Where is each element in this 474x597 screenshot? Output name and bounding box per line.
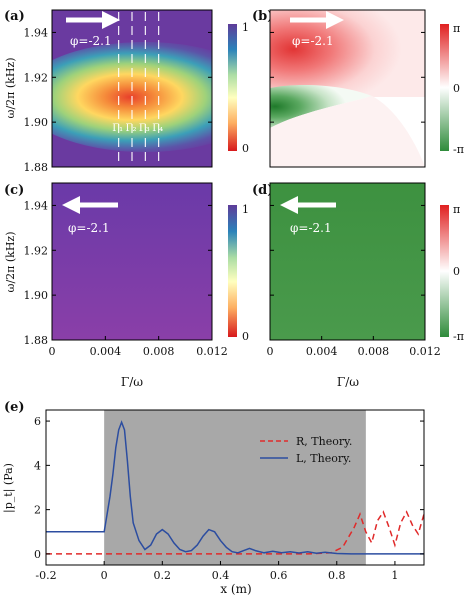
panel-d-yticks bbox=[270, 204, 425, 341]
panel-c-ytick-label: 1.90 bbox=[24, 289, 49, 302]
panel-d-frame bbox=[269, 182, 426, 341]
panel-b-heatmap bbox=[270, 10, 425, 167]
panel-d: (d) 0 0.004 0.008 0.012 φ=-2.1 Γ/ω π 0 -π bbox=[252, 182, 464, 389]
gamma-marker-label: Γ₄ bbox=[152, 123, 163, 134]
gamma-marker-label: Γ₁ bbox=[112, 123, 123, 134]
panel-d-xlabel: Γ/ω bbox=[337, 375, 359, 389]
panel-e-ytick-label: 0 bbox=[34, 548, 41, 561]
panel-e-label: (e) bbox=[4, 400, 25, 415]
panel-a-colorbar-min: 0 bbox=[242, 142, 249, 155]
panel-c-phi-label: φ=-2.1 bbox=[68, 221, 110, 235]
panel-a: (a) Γ₁ Γ₂ Γ₃ Γ₄ 1.88 1.90 1.92 1.94 φ=-2.1 ω/2… bbox=[4, 9, 249, 174]
panel-e-xticks: -0.2 0 0.2 0.4 0.6 0.8 1 bbox=[35, 561, 398, 582]
panel-b-colorbar-max: π bbox=[453, 22, 460, 35]
panel-d-label: (d) bbox=[252, 183, 273, 198]
panel-c: (c) 1.88 1.90 1.92 1.94 0 0.004 0.008 0.012 φ=… bbox=[4, 182, 249, 389]
panel-c-xtick-label: 0.004 bbox=[90, 345, 122, 358]
panel-d-xticks: 0 0.004 0.008 0.012 bbox=[267, 336, 441, 358]
panel-c-xlabel: Γ/ω bbox=[121, 375, 143, 389]
panel-e-ytick-label: 2 bbox=[34, 504, 41, 517]
panel-b-yticks bbox=[270, 31, 425, 168]
panel-b-colorbar bbox=[440, 24, 449, 151]
panel-a-colorbar-max: 1 bbox=[242, 21, 249, 34]
panel-d-colorbar-max: π bbox=[453, 203, 460, 216]
panel-b-arrow bbox=[290, 11, 344, 29]
panel-e-legend: R, Theory. L, Theory. bbox=[260, 435, 352, 465]
panel-e-yticks: 0 2 4 6 bbox=[34, 415, 424, 561]
panel-e-frame bbox=[45, 409, 425, 566]
panel-c-xticks: 0 0.004 0.008 0.012 bbox=[49, 336, 228, 358]
panel-c-ytick-label: 1.94 bbox=[24, 199, 49, 212]
panel-e-ytick-label: 4 bbox=[34, 459, 41, 472]
panel-d-xtick-label: 0 bbox=[267, 345, 274, 358]
series-line-r bbox=[46, 510, 425, 555]
panel-c-frame bbox=[51, 182, 213, 341]
panel-b-lower-region bbox=[270, 96, 425, 167]
panel-c-xtick-label: 0.012 bbox=[196, 345, 228, 358]
panel-d-xtick-label: 0.004 bbox=[306, 345, 338, 358]
panel-c-colorbar-min: 0 bbox=[242, 330, 249, 343]
series-line-l bbox=[46, 420, 424, 555]
panel-e: (e) 0 2 4 6 -0.2 0 0.2 0.4 0.6 0.8 1 |p_t| (Pa) x… bbox=[2, 400, 425, 596]
panel-c-yticks: 1.88 1.90 1.92 1.94 bbox=[24, 199, 212, 347]
panel-e-xtick-label: -0.2 bbox=[35, 569, 56, 582]
panel-c-ytick-label: 1.92 bbox=[24, 244, 49, 257]
panel-e-xtick-label: 0.8 bbox=[328, 569, 346, 582]
panel-b-frame bbox=[269, 9, 426, 168]
panel-b-phi-label: φ=-2.1 bbox=[292, 34, 334, 48]
panel-b-colorbar-min: -π bbox=[453, 143, 464, 156]
panel-d-arrow bbox=[280, 196, 336, 214]
panel-a-yticks: 1.88 1.90 1.92 1.94 bbox=[24, 26, 212, 174]
panel-a-gamma-markers: Γ₁ Γ₂ Γ₃ Γ₄ bbox=[112, 12, 163, 165]
panel-a-arrow bbox=[66, 11, 120, 29]
panel-e-series bbox=[46, 420, 425, 555]
panel-e-ylabel: |p_t| (Pa) bbox=[2, 463, 16, 513]
panel-e-ytick-label: 6 bbox=[34, 415, 41, 428]
panel-a-frame bbox=[51, 9, 213, 168]
panel-d-xtick-label: 0.012 bbox=[409, 345, 441, 358]
panel-d-colorbar-min: -π bbox=[453, 330, 464, 343]
legend-label-l: L, Theory. bbox=[296, 452, 351, 465]
panel-a-ylabel: ω/2π (kHz) bbox=[4, 57, 17, 118]
panel-c-xtick-label: 0.008 bbox=[143, 345, 175, 358]
panel-c-ytick-label: 1.88 bbox=[24, 334, 49, 347]
panel-a-ytick-label: 1.92 bbox=[24, 71, 49, 84]
panel-b-label: (b) bbox=[252, 9, 273, 24]
panel-e-xtick-label: 0 bbox=[101, 569, 108, 582]
panel-c-arrow bbox=[62, 196, 118, 214]
panel-a-colorbar bbox=[228, 24, 237, 151]
gamma-marker-label: Γ₃ bbox=[139, 123, 150, 134]
panel-d-xtick-label: 0.008 bbox=[358, 345, 390, 358]
panel-b-upper-region bbox=[270, 10, 425, 97]
panel-e-shaded-region bbox=[104, 410, 366, 565]
panel-a-phi-label: φ=-2.1 bbox=[70, 34, 112, 48]
panel-b: (b) φ=-2.1 π 0 -π bbox=[252, 9, 464, 168]
panel-a-ytick-label: 1.94 bbox=[24, 26, 49, 39]
panel-b-colorbar-mid: 0 bbox=[453, 82, 460, 95]
panel-d-colorbar-mid: 0 bbox=[453, 265, 460, 278]
panel-b-green-lobe bbox=[270, 84, 372, 128]
panel-c-colorbar-max: 1 bbox=[242, 203, 249, 216]
panel-d-colorbar bbox=[440, 205, 449, 337]
panel-a-label: (a) bbox=[4, 9, 25, 24]
panel-c-ylabel: ω/2π (kHz) bbox=[4, 231, 17, 292]
panel-a-ytick-label: 1.90 bbox=[24, 116, 49, 129]
panel-e-xtick-label: 1 bbox=[391, 569, 398, 582]
legend-label-r: R, Theory. bbox=[296, 435, 352, 448]
panel-e-xtick-label: 0.6 bbox=[270, 569, 288, 582]
panel-a-ytick-label: 1.88 bbox=[24, 161, 49, 174]
panel-c-label: (c) bbox=[4, 183, 24, 198]
panel-e-xtick-label: 0.4 bbox=[212, 569, 230, 582]
panel-c-xtick-label: 0 bbox=[49, 345, 56, 358]
panel-c-colorbar bbox=[228, 205, 237, 337]
panel-e-xlabel: x (m) bbox=[220, 582, 251, 596]
gamma-marker-label: Γ₂ bbox=[126, 123, 137, 134]
panel-d-phi-label: φ=-2.1 bbox=[290, 221, 332, 235]
panel-e-xtick-label: 0.2 bbox=[154, 569, 172, 582]
